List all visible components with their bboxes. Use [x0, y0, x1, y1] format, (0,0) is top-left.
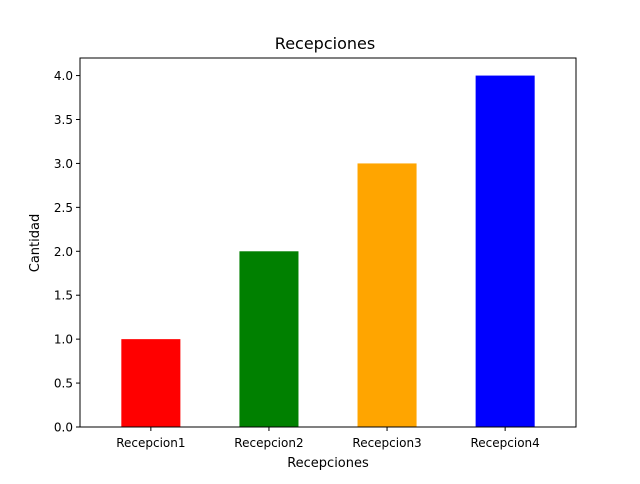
y-tick-label: 0.0 — [54, 421, 73, 435]
y-tick-label: 1.0 — [54, 333, 73, 347]
x-tick-label: Recepcion3 — [352, 436, 421, 450]
y-tick-label: 2.0 — [54, 245, 73, 259]
bars-group — [121, 75, 535, 427]
x-tick-label: Recepcion4 — [470, 436, 539, 450]
x-axis-label: Recepciones — [287, 456, 369, 471]
y-axis: 0.0 0.5 1.0 1.5 2.0 2.5 3.0 3.5 4.0 — [54, 69, 80, 435]
y-tick-label: 3.5 — [54, 113, 73, 127]
plot-frame — [79, 57, 577, 428]
y-tick-label: 0.5 — [54, 377, 73, 391]
y-tick-label: 2.5 — [54, 201, 73, 215]
x-tick-label: Recepcion2 — [234, 436, 303, 450]
x-axis: Recepcion1 Recepcion2 Recepcion3 Recepcion4 — [116, 427, 540, 450]
y-tick-label: 3.0 — [54, 157, 73, 171]
y-tick-label: 1.5 — [54, 289, 73, 303]
y-axis-label: Cantidad — [28, 214, 43, 272]
bar-recepcion4 — [475, 75, 535, 427]
bar-recepcion2 — [239, 251, 299, 427]
x-tick-label: Recepcion1 — [116, 436, 185, 450]
chart-title: Recepciones — [275, 34, 375, 53]
y-tick-label: 4.0 — [54, 69, 73, 83]
bar-recepcion3 — [357, 163, 417, 427]
bar-recepcion1 — [121, 339, 181, 427]
axes-spines — [79, 57, 577, 428]
